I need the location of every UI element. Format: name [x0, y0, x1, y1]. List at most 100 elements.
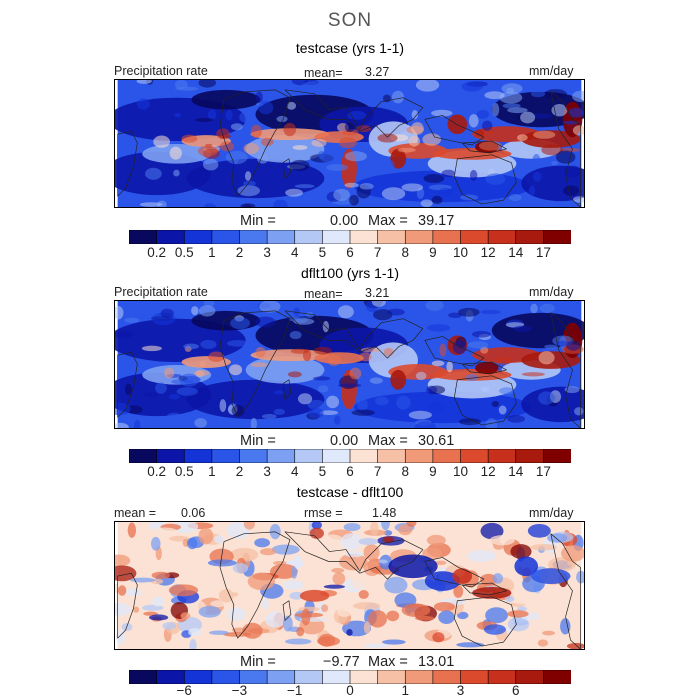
panel3-rmse-label: rmse = — [304, 506, 343, 520]
colorbar-tick-label: 1 — [208, 245, 216, 260]
colorbar-tick-label: 0 — [346, 683, 354, 698]
panel1-field-label: Precipitation rate — [114, 64, 208, 78]
panel3-title: testcase - dflt100 — [296, 484, 404, 500]
colorbar-swatch — [377, 449, 407, 463]
colorbar-tick-label: 1 — [208, 464, 216, 479]
coastline — [461, 361, 507, 375]
coastline — [117, 572, 138, 639]
colorbar-tick-label: −1 — [287, 683, 303, 698]
panel3-min-label: Min = — [240, 654, 276, 670]
colorbar-tick-label: 17 — [535, 464, 551, 479]
colorbar-tick-label: 6 — [346, 245, 354, 260]
panel2-title: dflt100 (yrs 1-1) — [300, 265, 400, 281]
coastline — [424, 557, 485, 588]
panel2-min-value: 0.00 — [330, 433, 359, 449]
coastline — [454, 375, 517, 426]
colorbar-swatch — [183, 230, 213, 244]
panel2-mean-label: mean= — [304, 287, 343, 301]
colorbar-swatch — [487, 230, 517, 244]
colorbar-swatch — [432, 230, 462, 244]
colorbar-tick-label: 12 — [480, 464, 496, 479]
colorbar-swatch — [349, 449, 379, 463]
precip-region — [191, 89, 261, 110]
colorbar-swatch — [404, 670, 434, 684]
panel2-precip-map — [114, 300, 585, 429]
colorbar-swatch — [294, 670, 324, 684]
coastline — [117, 351, 138, 418]
coastline — [219, 89, 291, 197]
colorbar-swatch — [239, 670, 268, 684]
colorbar-swatch — [129, 670, 158, 684]
season-title: SON — [327, 10, 373, 31]
colorbar-swatch — [322, 230, 351, 244]
colorbar-tick-label: 3 — [263, 464, 271, 479]
panel2-field-label: Precipitation rate — [114, 285, 208, 299]
colorbar-swatch — [156, 449, 186, 463]
colorbar-swatch — [211, 230, 241, 244]
colorbar-tick-label: 1 — [401, 683, 410, 698]
colorbar-tick-label: 17 — [535, 245, 551, 260]
panel3-colorbar — [129, 670, 571, 684]
panel3-min-value: −9.77 — [323, 654, 360, 670]
colorbar-swatch — [266, 230, 296, 244]
colorbar-swatch — [239, 449, 268, 463]
colorbar-swatch — [239, 230, 268, 244]
colorbar-swatch — [432, 670, 462, 684]
colorbar-tick-label: −3 — [231, 683, 248, 698]
panel1-precip-map — [114, 79, 585, 208]
colorbar-swatch — [183, 449, 213, 463]
colorbar-swatch — [129, 230, 158, 244]
panel3-max-value: 13.01 — [418, 654, 455, 670]
panel1-mean-value: 3.27 — [365, 65, 390, 79]
coastline — [284, 89, 424, 138]
panel1-max-label: Max = — [368, 213, 408, 229]
precip-region — [186, 158, 325, 199]
colorbar-swatch — [349, 670, 379, 684]
colorbar-swatch — [349, 230, 379, 244]
colorbar-swatch — [543, 230, 571, 244]
colorbar-tick-label: 9 — [429, 464, 437, 479]
colorbar-tick-label: 2 — [235, 464, 244, 479]
coastline — [282, 600, 292, 621]
colorbar-tick-label: 6 — [511, 683, 520, 698]
colorbar-swatch — [377, 670, 407, 684]
coastline — [550, 533, 581, 649]
colorbar-swatch — [460, 670, 489, 684]
coastline — [454, 154, 517, 205]
colorbar-tick-label: 8 — [401, 245, 410, 260]
panel2-max-label: Max = — [368, 433, 408, 449]
colorbar-tick-label: 14 — [508, 464, 524, 479]
colorbar-swatch — [156, 670, 186, 684]
coastline — [461, 582, 507, 596]
colorbar-tick-label: 7 — [373, 464, 382, 479]
colorbar-tick-label: 0.5 — [174, 245, 194, 260]
colorbar-tick-label: 0.2 — [147, 245, 167, 260]
panel1-colorbar — [129, 230, 571, 244]
colorbar-tick-label: 4 — [290, 464, 299, 479]
panel2-colorbar-ticks: 0.2 0.5 1 2 3 4 5 6 7 8 9 10 12 14 17 — [129, 464, 571, 482]
colorbar-swatch — [294, 449, 324, 463]
coastline — [454, 596, 517, 647]
colorbar-tick-label: 7 — [373, 245, 382, 260]
colorbar-tick-label: 14 — [508, 245, 524, 260]
colorbar-swatch — [515, 230, 545, 244]
colorbar-swatch — [487, 670, 517, 684]
colorbar-tick-label: 9 — [429, 245, 437, 260]
panel1-units: mm/day — [529, 64, 574, 78]
panel3-mean-value: 0.06 — [181, 506, 206, 520]
colorbar-swatch — [460, 230, 489, 244]
colorbar-swatch — [515, 670, 545, 684]
panel2-min-label: Min = — [240, 433, 276, 449]
colorbar-swatch — [211, 670, 241, 684]
panel1-max-value: 39.17 — [418, 213, 455, 229]
colorbar-tick-label: 10 — [452, 245, 469, 260]
precip-region — [390, 369, 407, 390]
coastline — [550, 312, 581, 428]
colorbar-swatch — [322, 449, 351, 463]
colorbar-tick-label: 8 — [401, 464, 410, 479]
colorbar-swatch — [294, 230, 324, 244]
coastline — [282, 158, 292, 179]
panel3-units: mm/day — [529, 506, 574, 520]
panel2-units: mm/day — [529, 285, 574, 299]
coastline — [282, 379, 292, 400]
